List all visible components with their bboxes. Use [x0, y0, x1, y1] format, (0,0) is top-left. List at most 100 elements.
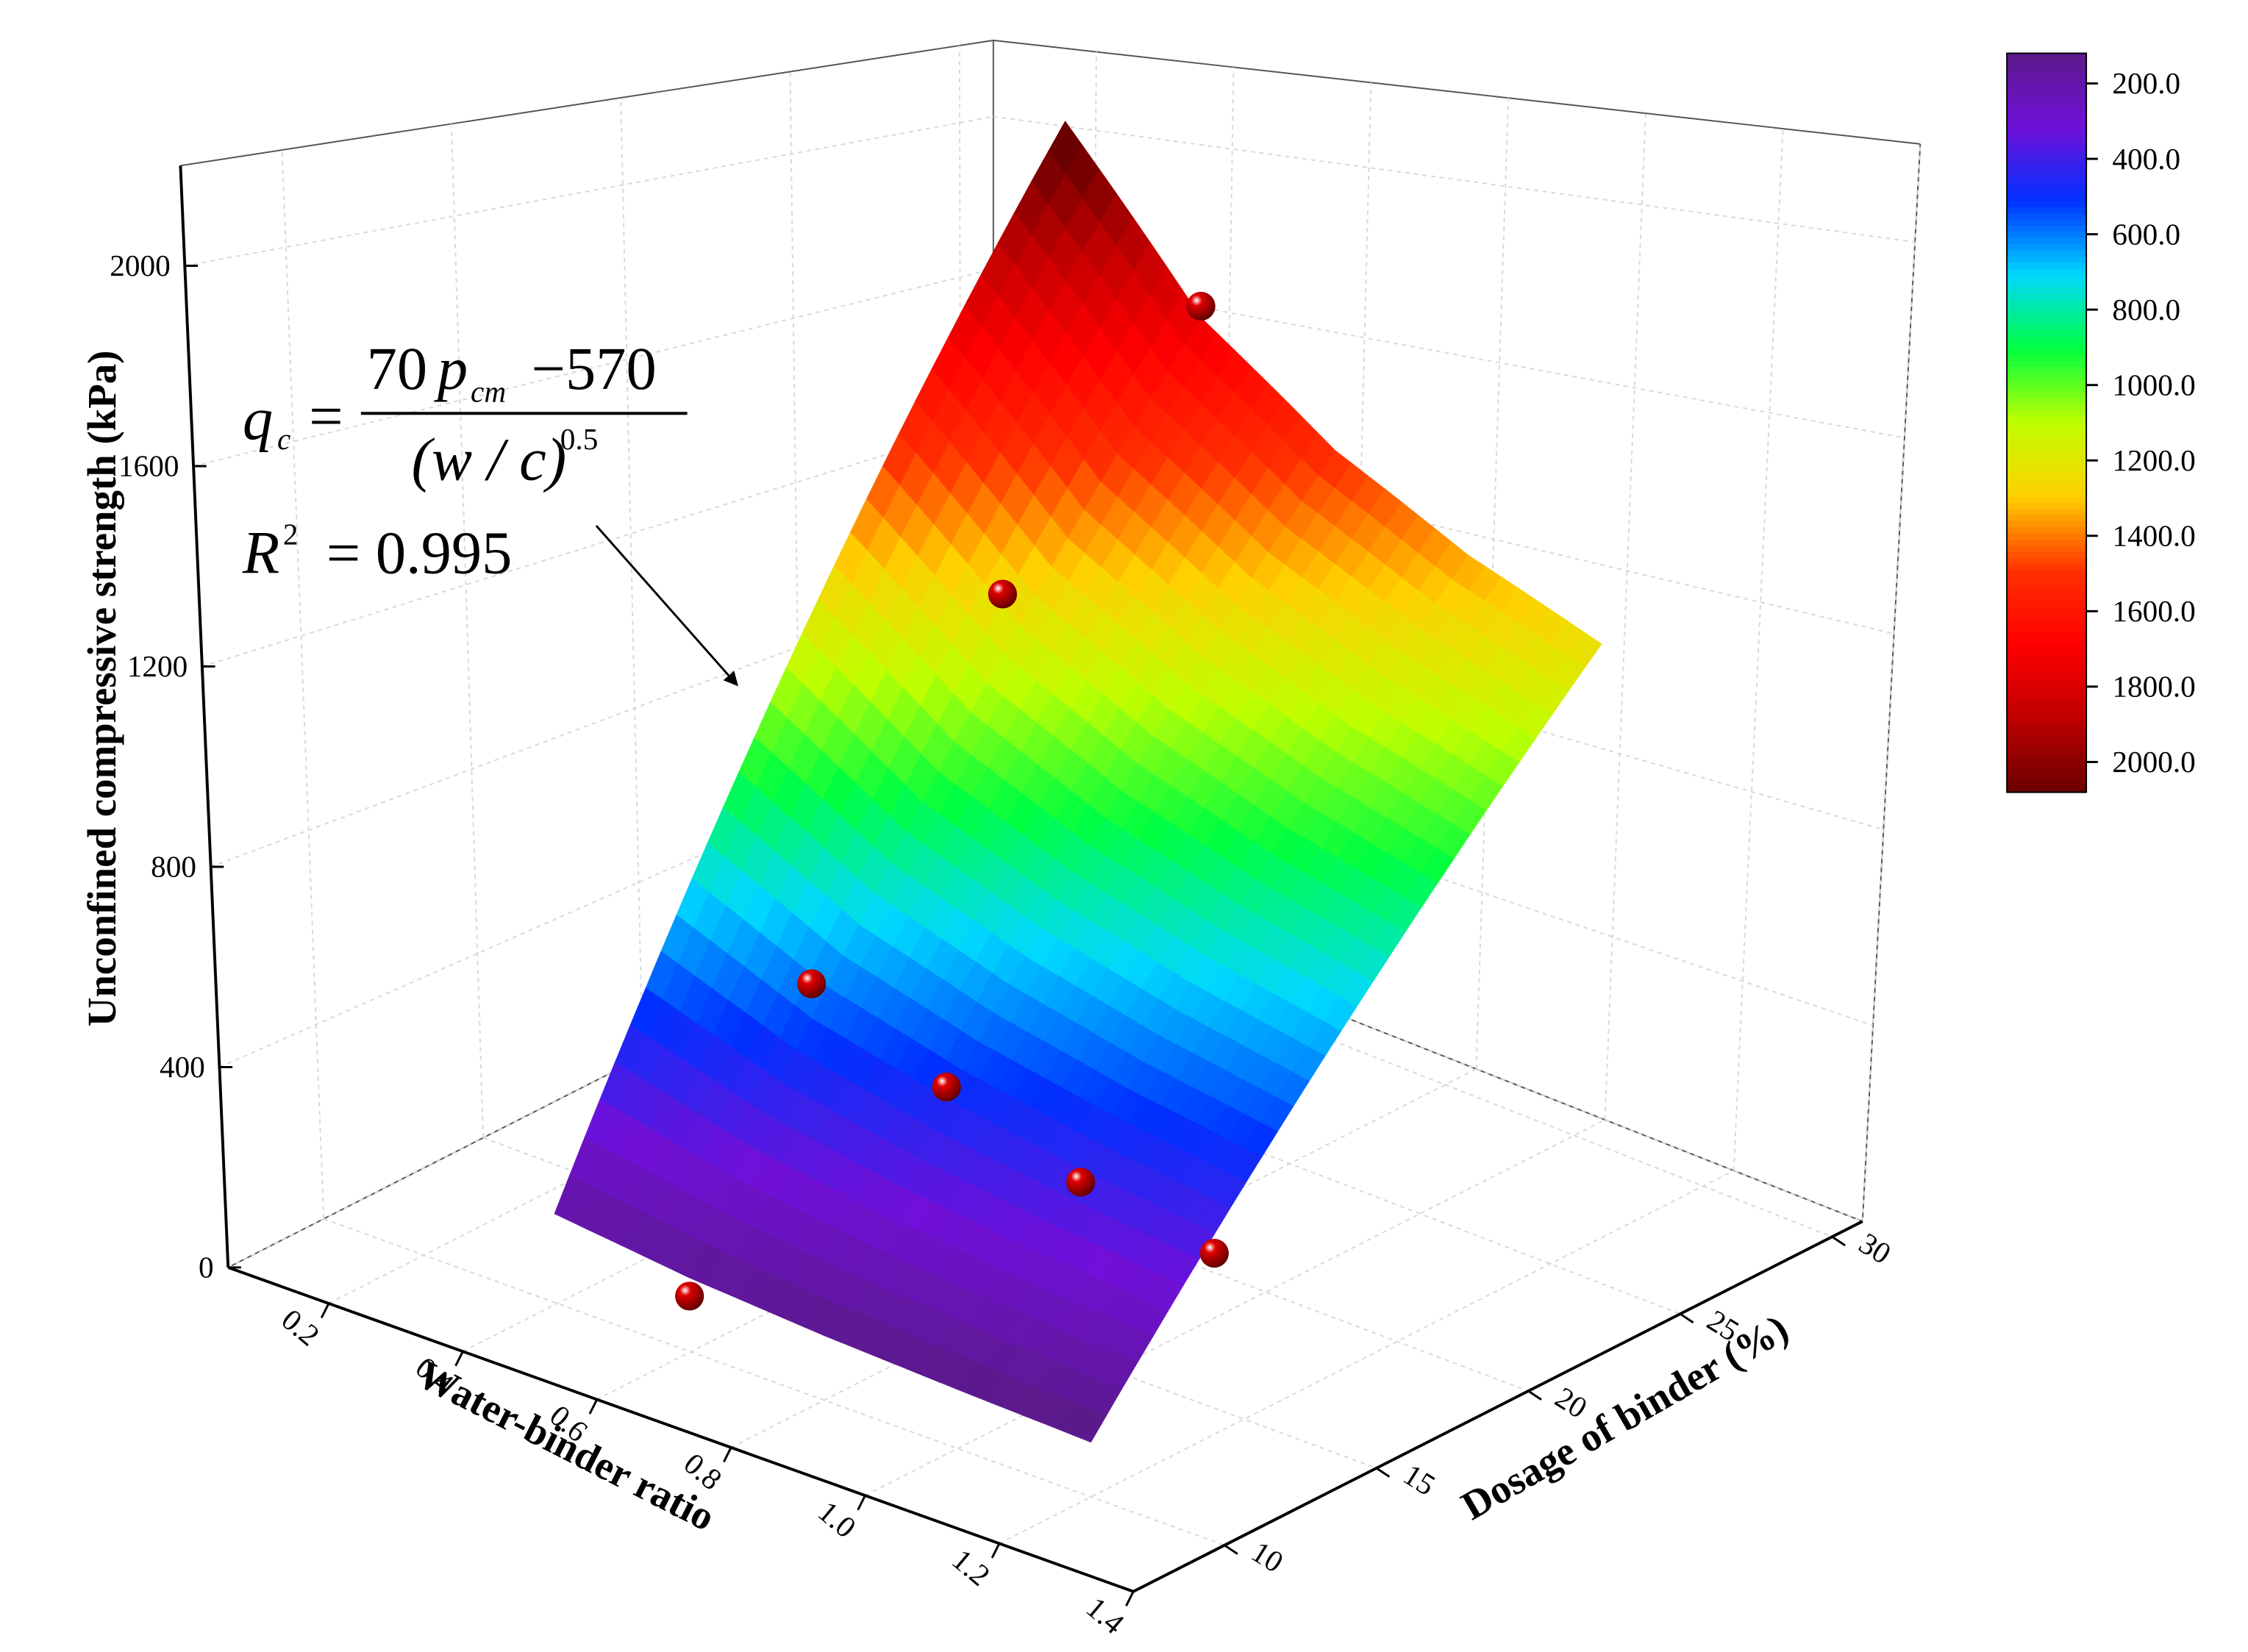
- x-tick: [588, 1398, 599, 1415]
- data-point: [932, 1072, 961, 1102]
- grid-line: [999, 1170, 1735, 1545]
- surface-patch: [1073, 1408, 1107, 1443]
- colorbar-strip: [2007, 748, 2087, 757]
- colorbar-strip: [2007, 471, 2087, 479]
- colorbar-tick-label: 400.0: [2112, 142, 2180, 176]
- colorbar-strip: [2007, 219, 2087, 227]
- colorbar-strip: [2007, 576, 2087, 584]
- data-point: [675, 1281, 704, 1311]
- grid-line: [1861, 143, 1921, 1222]
- colorbar-strip: [2007, 318, 2087, 326]
- grid-line: [993, 115, 1916, 243]
- colorbar-strip: [2007, 244, 2087, 251]
- x-axis: [227, 1266, 1134, 1593]
- colorbar-strip: [2007, 496, 2087, 504]
- grid-line: [323, 1217, 1225, 1546]
- colorbar-strip: [2007, 77, 2087, 85]
- x-tick-label: 1.0: [812, 1494, 863, 1544]
- colorbar-strip: [2007, 281, 2087, 288]
- colorbar-strip: [2007, 755, 2087, 762]
- colorbar-strip: [2007, 373, 2087, 381]
- eq-lhs: q: [243, 386, 273, 453]
- colorbar-strip: [2007, 435, 2087, 443]
- z-tick-label: 2000: [110, 248, 170, 282]
- colorbar-strip: [2007, 558, 2087, 565]
- x-tick-label: 0.2: [275, 1302, 326, 1352]
- colorbar-strip: [2007, 607, 2087, 615]
- colorbar-strip: [2007, 730, 2087, 738]
- colorbar-strip: [2007, 712, 2087, 720]
- eq-den-exp: 0.5: [560, 422, 599, 456]
- colorbar-strip: [2007, 139, 2087, 147]
- equation: q c = 70 p cm −570 (w / c) 0.5 R 2 = 0.9…: [242, 335, 738, 687]
- eq-r2-exp: 2: [283, 518, 299, 551]
- grid-line: [1604, 113, 1646, 1120]
- colorbar-strip: [2007, 293, 2087, 301]
- colorbar-strip: [2007, 490, 2087, 498]
- surface: [554, 121, 1602, 1443]
- x-tick-label: 1.4: [1080, 1590, 1131, 1640]
- x-axis-title: Water-binder ratio: [410, 1351, 722, 1540]
- x-tick: [722, 1447, 732, 1463]
- colorbar-strip: [2007, 786, 2087, 793]
- eq-r2: R: [242, 520, 279, 587]
- colorbar-strip: [2007, 274, 2087, 282]
- colorbar-strip: [2007, 268, 2087, 276]
- colorbar-strip: [2007, 589, 2087, 596]
- colorbar-strip: [2007, 287, 2087, 295]
- y-tick-label: 10: [1246, 1534, 1289, 1579]
- colorbar-strip: [2007, 546, 2087, 554]
- colorbar-strip: [2007, 354, 2087, 362]
- colorbar-strip: [2007, 718, 2087, 726]
- colorbar-strip: [2007, 343, 2087, 350]
- eq-num-var: p: [434, 335, 468, 402]
- colorbar-strip: [2007, 392, 2087, 399]
- y-tick-label: 30: [1853, 1226, 1896, 1270]
- colorbar-frame: [2006, 52, 2088, 793]
- colorbar-strip: [2007, 551, 2087, 559]
- y-tick: [1831, 1236, 1846, 1247]
- colorbar-strip: [2007, 460, 2087, 467]
- colorbar-strip: [2007, 626, 2087, 633]
- colorbar-strip: [2007, 102, 2087, 110]
- z-axis-title: Unconfined compressive strength (kPa): [79, 351, 124, 1027]
- grid-line: [185, 115, 993, 267]
- colorbar-strip: [2007, 761, 2087, 769]
- grid-line: [462, 967, 1219, 1353]
- colorbar-strip: [2007, 779, 2087, 787]
- z-tick-label: 1600: [118, 449, 179, 483]
- y-axis-title: Dosage of binder (%): [1454, 1306, 1796, 1528]
- colorbar-strip: [2007, 65, 2087, 73]
- colorbar-strip: [2007, 126, 2087, 135]
- colorbar-strip: [2007, 644, 2087, 652]
- colorbar-strip: [2007, 237, 2087, 246]
- colorbar-strip: [2007, 195, 2087, 202]
- colorbar-strip: [2007, 262, 2087, 270]
- colorbar-strip: [2007, 453, 2087, 461]
- colorbar-strip: [2007, 182, 2087, 190]
- z-tick-label: 1200: [127, 649, 188, 683]
- colorbar-strip: [2007, 323, 2087, 332]
- colorbar-strip: [2007, 336, 2087, 344]
- colorbar-strip: [2007, 170, 2087, 178]
- grid-line: [620, 97, 643, 1057]
- x-tick: [320, 1303, 330, 1319]
- colorbar-strip: [2007, 613, 2087, 621]
- colorbar-strip: [2007, 687, 2087, 695]
- colorbar-strip: [2007, 164, 2087, 171]
- colorbar-strip: [2007, 385, 2087, 393]
- x-tick: [991, 1542, 1001, 1559]
- colorbar-strip: [2007, 699, 2087, 707]
- colorbar-strip: [2007, 96, 2087, 104]
- points: [675, 291, 1229, 1311]
- colorbar-strip: [2007, 71, 2087, 79]
- colorbar-strip: [2007, 650, 2087, 658]
- colorbar-strip: [2007, 133, 2087, 140]
- colorbar-strip: [2007, 188, 2087, 196]
- eq-num-const: −570: [532, 335, 657, 402]
- colorbar-strip: [2007, 527, 2087, 534]
- z-tick-label: 400: [160, 1050, 205, 1084]
- z-tick-label: 800: [151, 850, 196, 884]
- data-point: [1199, 1239, 1229, 1268]
- colorbar-strip: [2007, 743, 2087, 751]
